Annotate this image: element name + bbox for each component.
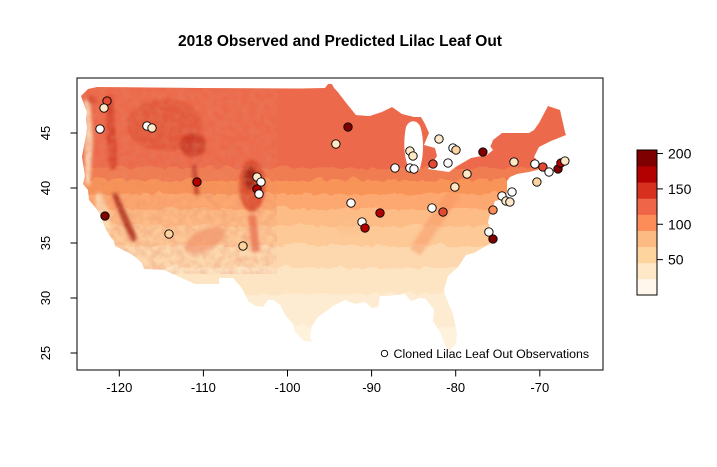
colorbar-band: [637, 262, 657, 280]
colorbar-border: [636, 149, 658, 296]
x-tick-label: -80: [446, 380, 465, 395]
colorbar-tick-label: 100: [668, 216, 692, 232]
colorbar: 200 150 100 50: [636, 146, 692, 296]
observation-point: [428, 159, 438, 169]
legend-marker-icon: [380, 349, 389, 358]
observation-point: [462, 169, 472, 179]
observation-point: [443, 158, 453, 168]
colorbar-band: [637, 198, 657, 215]
axes: -120 -110 -100 -90 -80 -70 45 40 35 30 25: [38, 126, 549, 395]
y-tick-label: 30: [38, 291, 53, 305]
colorbar-band: [637, 246, 657, 264]
legend-label: Cloned Lilac Leaf Out Observations: [394, 347, 590, 361]
observation-point: [99, 103, 109, 113]
observation-point: [192, 177, 202, 187]
y-tick-label: 40: [38, 181, 53, 195]
colorbar-band: [637, 278, 657, 296]
observation-point: [254, 189, 264, 199]
observation-point: [256, 177, 266, 187]
colorbar-band: [637, 214, 657, 231]
x-tick-label: -120: [106, 380, 132, 395]
observation-point: [544, 167, 554, 177]
observation-point: [438, 207, 448, 217]
colorbar-band: [637, 182, 657, 199]
point-legend: Cloned Lilac Leaf Out Observations: [380, 347, 590, 361]
lake-michigan: [404, 121, 423, 173]
observation-point: [509, 157, 519, 167]
y-tick-label: 35: [38, 236, 53, 250]
observation-point: [478, 147, 488, 157]
observation-point: [360, 223, 370, 233]
observation-point: [507, 187, 517, 197]
observation-point: [390, 163, 400, 173]
x-tick-label: -90: [362, 380, 381, 395]
lake-huron: [427, 114, 463, 144]
observation-point: [484, 227, 494, 237]
observation-point: [505, 197, 515, 207]
colorbar-band: [637, 230, 657, 248]
observation-point: [451, 145, 461, 155]
observation-point: [560, 156, 570, 166]
observation-point: [450, 182, 460, 192]
observation-point: [538, 162, 548, 172]
observation-point: [409, 164, 419, 174]
colorbar-tick-label: 150: [668, 181, 692, 197]
colorbar-band: [637, 150, 657, 167]
observation-point: [147, 123, 157, 133]
observation-point: [100, 211, 110, 221]
observation-point: [532, 177, 542, 187]
observation-point: [408, 151, 418, 161]
observation-point: [434, 134, 444, 144]
observation-point: [238, 241, 248, 251]
observation-point: [427, 203, 437, 213]
observation-points: [95, 96, 570, 251]
observation-point: [343, 122, 353, 132]
y-tick-label: 25: [38, 346, 53, 360]
x-tick-label: -70: [530, 380, 549, 395]
observation-point: [346, 198, 356, 208]
y-tick-label: 45: [38, 126, 53, 140]
x-tick-label: -110: [191, 380, 216, 395]
us-raster-map: [81, 84, 566, 352]
observation-point: [95, 124, 105, 134]
colorbar-tick-label: 50: [668, 252, 684, 268]
chart-title: 2018 Observed and Predicted Lilac Leaf O…: [178, 33, 502, 50]
observation-point: [488, 234, 498, 244]
observation-point: [331, 139, 341, 149]
x-tick-label: -100: [274, 380, 300, 395]
observation-point: [530, 159, 540, 169]
colorbar-band: [637, 166, 657, 183]
colorbar-tick-label: 200: [668, 146, 692, 162]
observation-point: [164, 229, 174, 239]
plot-border: [76, 77, 604, 371]
observation-point: [375, 208, 385, 218]
observation-point: [488, 205, 498, 215]
